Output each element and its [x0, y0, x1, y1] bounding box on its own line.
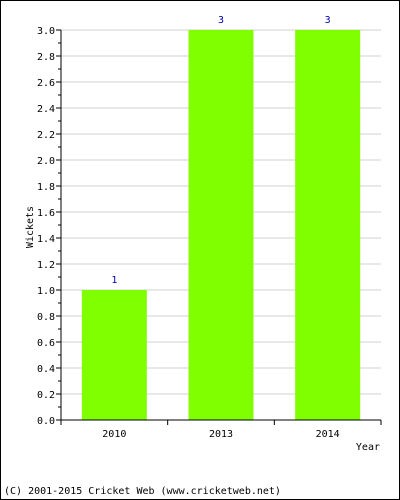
y-axis-ticks: 0.0 0.2 0.4 0.6 0.8 1.0 1.2 1.4 1.6 1.8 2.0 2.2 2.4 2… [37, 26, 61, 427]
data-label: 3 [218, 15, 224, 26]
y-tick-label: 2.4 [37, 104, 55, 115]
y-tick-label: 2.0 [37, 156, 55, 167]
x-tick-label: 2014 [316, 429, 340, 440]
y-tick-label: 0.6 [37, 338, 55, 349]
x-tick-label: 2010 [102, 429, 126, 440]
y-tick-label: 1.6 [37, 208, 55, 219]
x-axis-title: Year [356, 442, 380, 453]
y-tick-label: 2.2 [37, 130, 55, 141]
y-tick-label: 1.8 [37, 182, 55, 193]
y-tick-label: 0.4 [37, 364, 55, 375]
y-tick-label: 2.6 [37, 78, 55, 89]
x-tick-label: 2013 [209, 429, 233, 440]
bar [81, 290, 147, 420]
y-tick-label: 3.0 [37, 26, 55, 37]
data-label: 3 [325, 15, 331, 26]
x-axis-ticks: 2010 2013 2014 [60, 420, 382, 440]
y-tick-label: 0.0 [37, 416, 55, 427]
y-tick-label: 1.0 [37, 286, 55, 297]
data-label: 1 [111, 275, 117, 286]
data-labels: 1 3 3 [111, 15, 330, 286]
copyright-text: (C) 2001-2015 Cricket Web (www.cricketwe… [4, 486, 281, 497]
bar [188, 30, 254, 420]
y-tick-label: 0.2 [37, 390, 55, 401]
y-tick-label: 2.8 [37, 52, 55, 63]
y-tick-label: 0.8 [37, 312, 55, 323]
bar [295, 30, 361, 420]
bars [81, 30, 361, 420]
y-tick-label: 1.4 [37, 234, 55, 245]
y-tick-label: 1.2 [37, 260, 55, 271]
y-axis-title: Wickets [25, 206, 36, 248]
